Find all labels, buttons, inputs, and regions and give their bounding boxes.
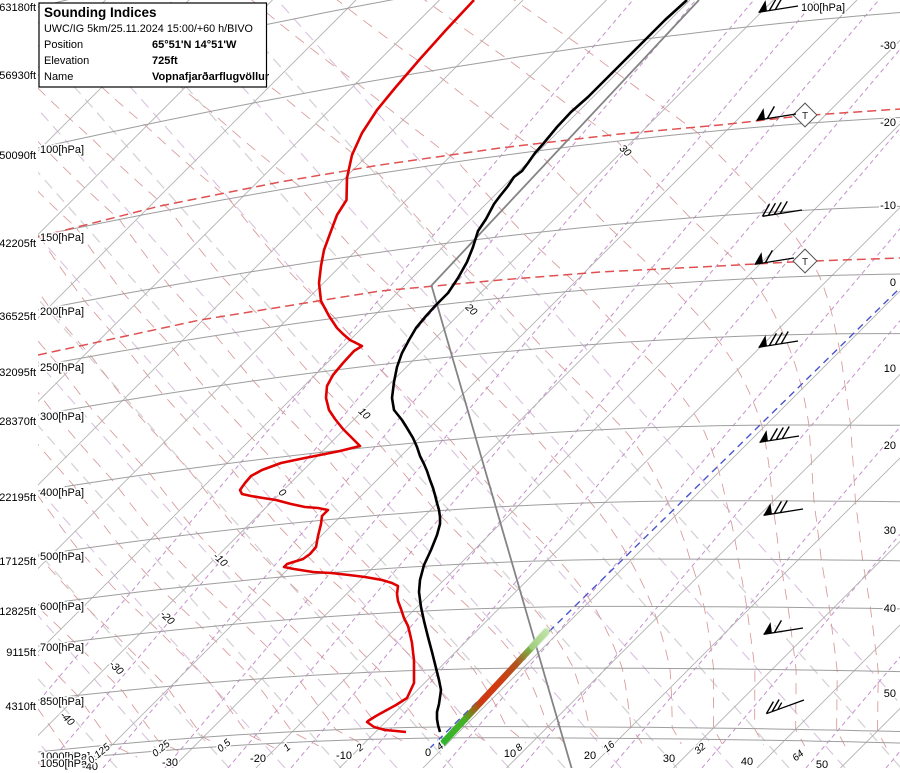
svg-text:600[hPa]: 600[hPa] xyxy=(40,601,84,613)
svg-text:9115ft: 9115ft xyxy=(6,647,36,659)
svg-text:500[hPa]: 500[hPa] xyxy=(40,551,84,563)
svg-text:Vopnafjarðarflugvöllur: Vopnafjarðarflugvöllur xyxy=(152,71,270,83)
svg-text:Position: Position xyxy=(44,39,83,51)
svg-text:40: 40 xyxy=(741,756,753,768)
svg-text:Name: Name xyxy=(44,71,73,83)
svg-text:-10: -10 xyxy=(336,750,352,762)
svg-text:30: 30 xyxy=(663,753,675,765)
svg-text:100[hPa]: 100[hPa] xyxy=(801,2,845,14)
svg-text:-40: -40 xyxy=(82,761,98,773)
svg-text:0: 0 xyxy=(425,747,431,759)
svg-text:10: 10 xyxy=(504,748,516,760)
svg-text:-20: -20 xyxy=(880,117,896,129)
svg-text:30: 30 xyxy=(884,525,896,537)
svg-text:22195ft: 22195ft xyxy=(0,492,36,504)
svg-text:850[hPa]: 850[hPa] xyxy=(40,696,84,708)
svg-text:1050[hPa]: 1050[hPa] xyxy=(40,758,90,770)
svg-text:0: 0 xyxy=(890,277,896,289)
svg-text:200[hPa]: 200[hPa] xyxy=(40,306,84,318)
svg-text:50: 50 xyxy=(816,759,828,771)
svg-text:T: T xyxy=(802,257,808,268)
svg-text:1000[hPa]: 1000[hPa] xyxy=(40,751,90,763)
svg-text:Sounding Indices: Sounding Indices xyxy=(44,5,157,20)
svg-text:28370ft: 28370ft xyxy=(0,416,36,428)
svg-text:63180ft: 63180ft xyxy=(0,2,36,14)
svg-text:-10: -10 xyxy=(880,200,896,212)
svg-text:20: 20 xyxy=(584,750,596,762)
svg-text:Elevation: Elevation xyxy=(44,55,89,67)
svg-text:50090ft: 50090ft xyxy=(0,150,36,162)
svg-text:725ft: 725ft xyxy=(152,55,178,67)
svg-text:700[hPa]: 700[hPa] xyxy=(40,642,84,654)
svg-text:150[hPa]: 150[hPa] xyxy=(40,232,84,244)
svg-text:-20: -20 xyxy=(250,753,266,765)
svg-text:42205ft: 42205ft xyxy=(0,238,36,250)
svg-text:36525ft: 36525ft xyxy=(0,311,36,323)
svg-text:-30: -30 xyxy=(162,757,178,769)
svg-text:100[hPa]: 100[hPa] xyxy=(40,144,84,156)
svg-text:50: 50 xyxy=(884,688,896,700)
svg-text:20: 20 xyxy=(884,440,896,452)
svg-text:40: 40 xyxy=(884,603,896,615)
svg-text:T: T xyxy=(802,111,808,122)
svg-text:300[hPa]: 300[hPa] xyxy=(40,411,84,423)
svg-text:17125ft: 17125ft xyxy=(0,556,36,568)
svg-text:400[hPa]: 400[hPa] xyxy=(40,487,84,499)
svg-text:UWC/IG 5km/25.11.2024 15:00/+6: UWC/IG 5km/25.11.2024 15:00/+60 h/BIVO xyxy=(44,23,253,35)
svg-text:56930ft: 56930ft xyxy=(0,70,36,82)
svg-text:32095ft: 32095ft xyxy=(0,367,36,379)
svg-text:65°51'N 14°51'W: 65°51'N 14°51'W xyxy=(152,39,237,51)
svg-text:250[hPa]: 250[hPa] xyxy=(40,362,84,374)
svg-text:-30: -30 xyxy=(880,40,896,52)
svg-text:12825ft: 12825ft xyxy=(0,606,36,618)
svg-text:4310ft: 4310ft xyxy=(5,701,36,713)
svg-text:10: 10 xyxy=(884,363,896,375)
